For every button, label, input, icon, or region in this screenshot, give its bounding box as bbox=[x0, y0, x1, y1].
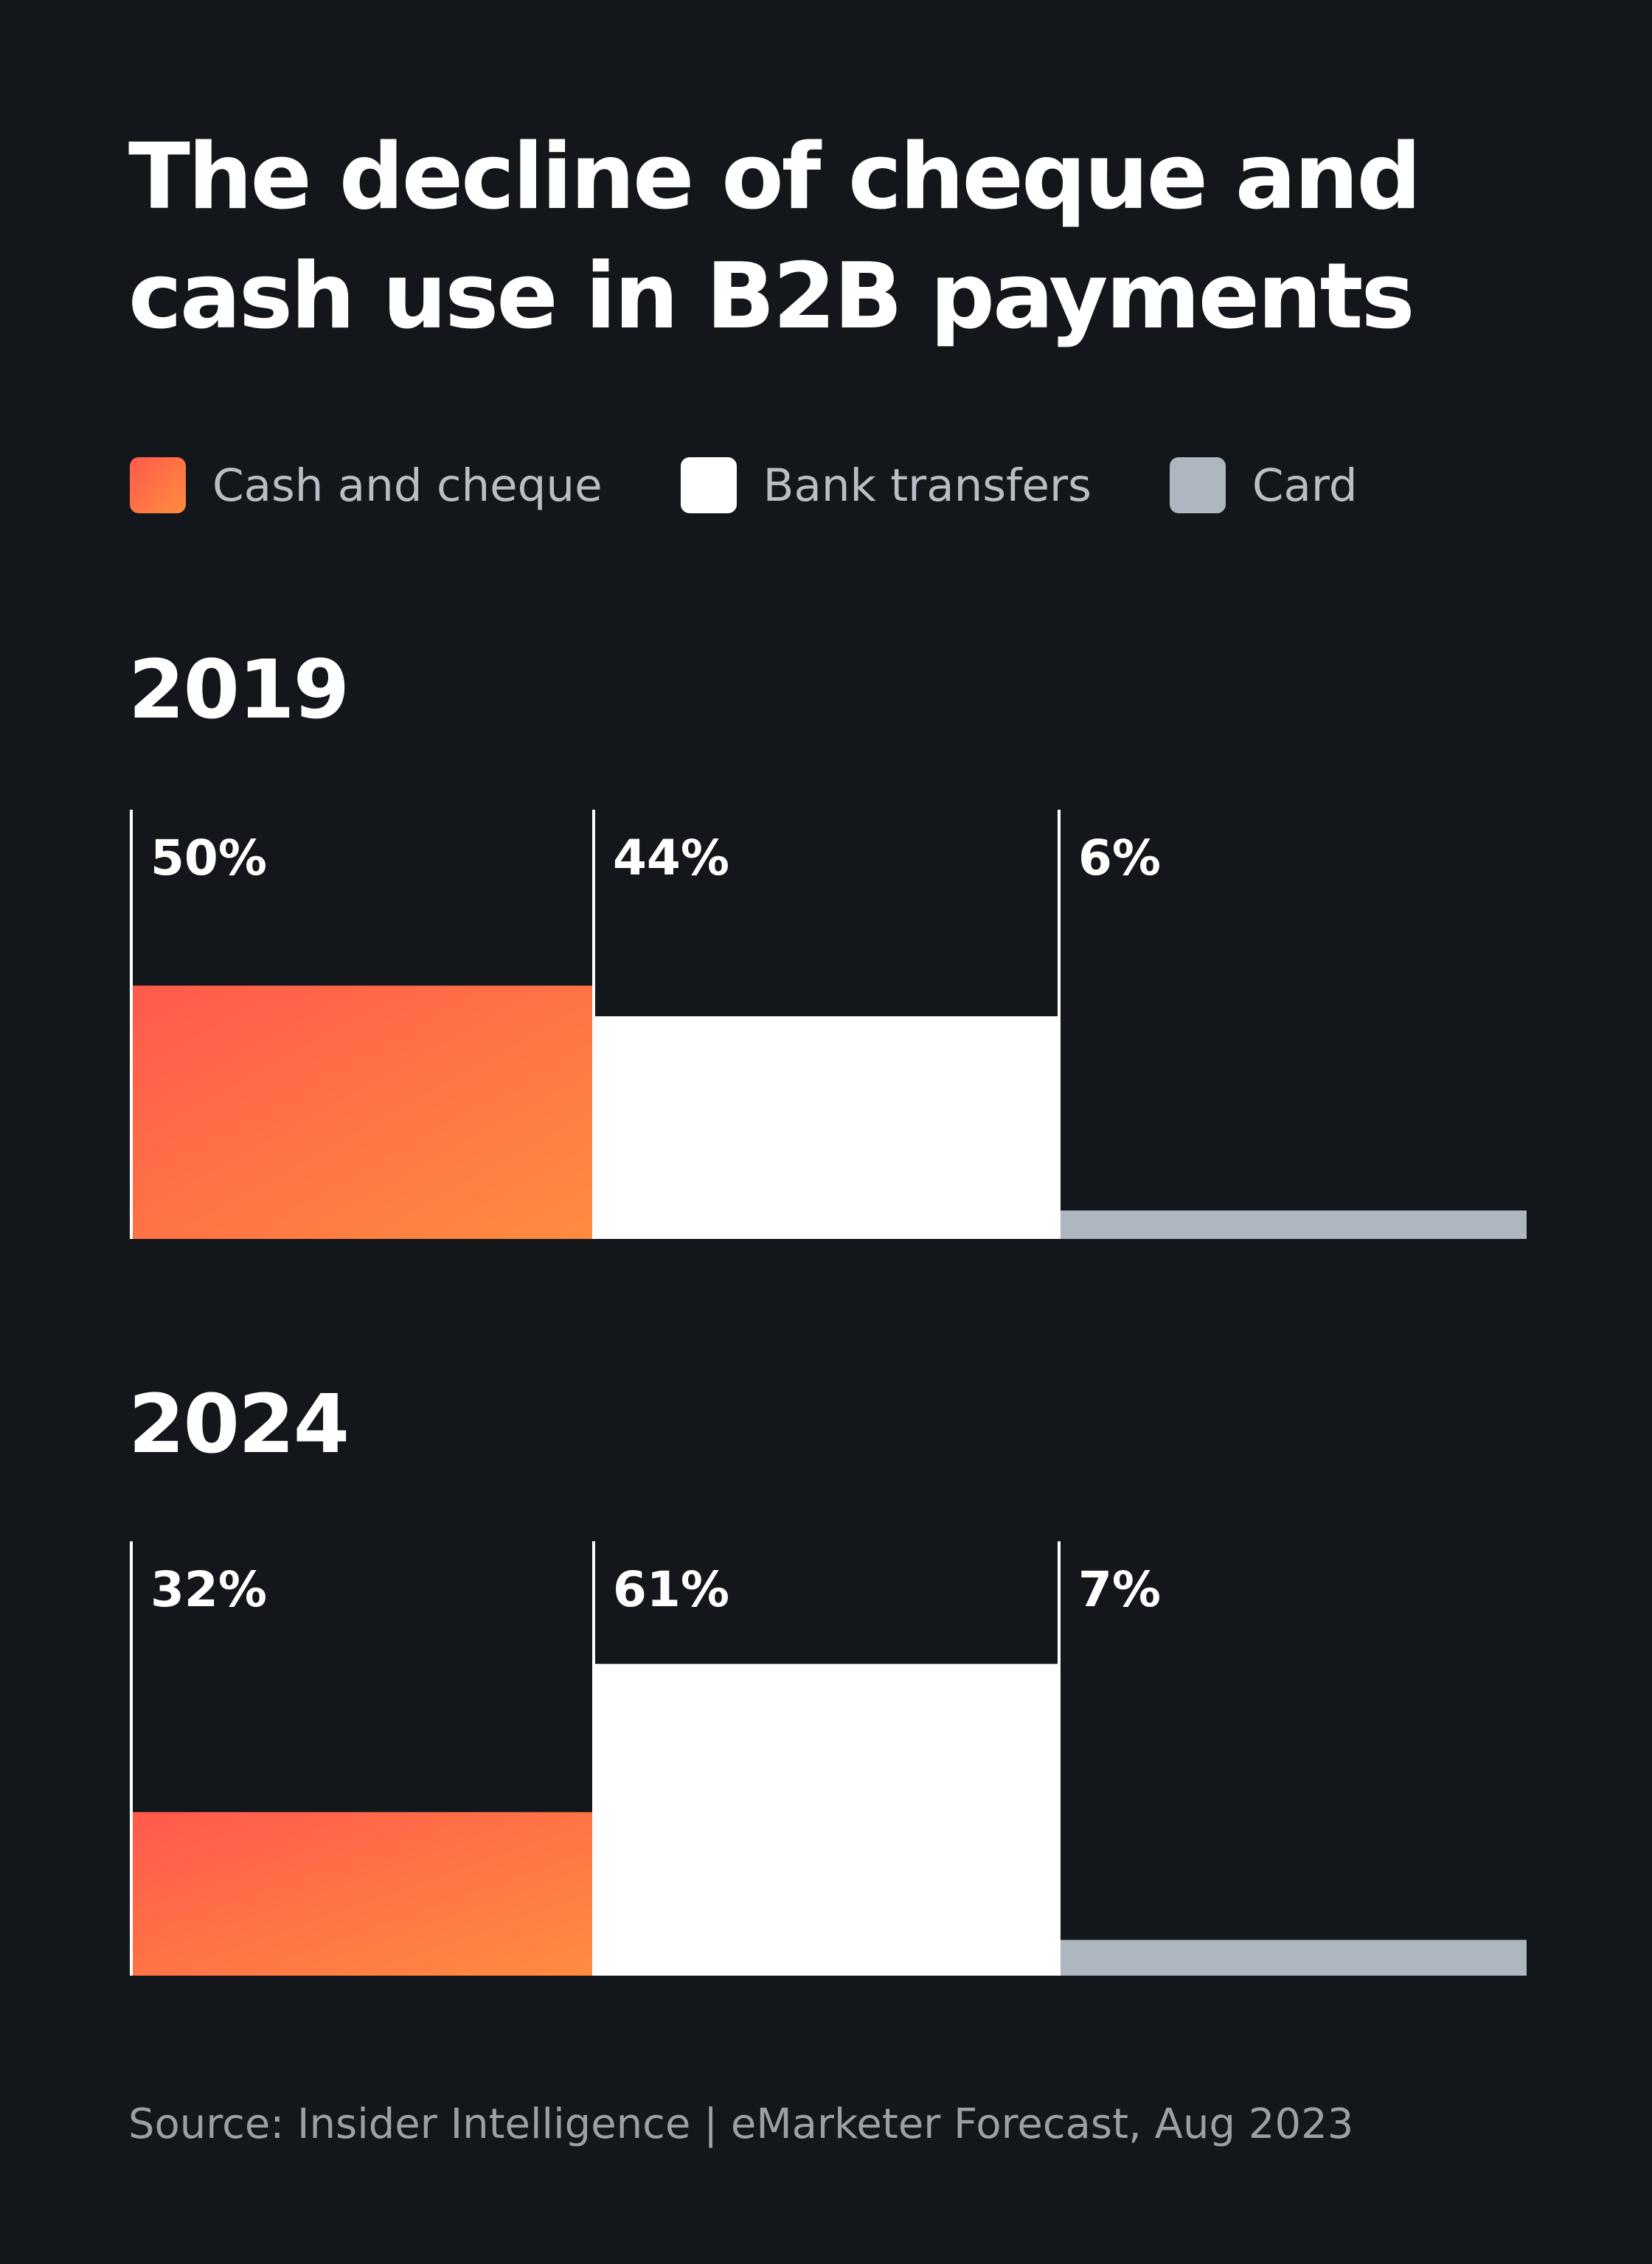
chart-title: The decline of cheque and cash use in B2… bbox=[128, 118, 1530, 357]
legend-item-card: Card bbox=[1169, 457, 1358, 513]
column-divider-line bbox=[130, 1541, 133, 1976]
data-label-2024-card: 7% bbox=[1078, 1561, 1161, 1618]
data-label-2024-cash-and-cheque: 32% bbox=[150, 1561, 267, 1618]
data-label-2019-card: 6% bbox=[1078, 830, 1161, 886]
bar-2024-bank-transfers bbox=[592, 1664, 1058, 1976]
bar-2024-card bbox=[1058, 1940, 1527, 1976]
bar-2019-bank-transfers bbox=[592, 1016, 1058, 1239]
bar-2019-cash-and-cheque bbox=[130, 985, 592, 1239]
chart-2019-title: 2019 bbox=[128, 642, 350, 737]
legend-swatch-bank-transfers bbox=[680, 457, 737, 513]
chart-2024: 32% 61% 7% bbox=[130, 1541, 1527, 1976]
column-divider-line bbox=[1058, 810, 1061, 1239]
chart-title-line-1: The decline of cheque and bbox=[128, 125, 1421, 230]
column-divider-line bbox=[592, 810, 595, 1239]
chart-2024-title: 2024 bbox=[128, 1377, 350, 1471]
legend-item-cash-and-cheque: Cash and cheque bbox=[130, 457, 603, 513]
legend-swatch-cash-and-cheque bbox=[130, 457, 186, 513]
column-divider-line bbox=[592, 1541, 595, 1976]
bar-2019-card bbox=[1058, 1210, 1527, 1239]
column-divider-line bbox=[130, 810, 133, 1239]
chart-2019: 50% 44% 6% bbox=[130, 810, 1527, 1239]
legend-item-bank-transfers: Bank transfers bbox=[680, 457, 1092, 513]
legend-swatch-card bbox=[1169, 457, 1226, 513]
source-note: Source: Insider Intelligence | eMarketer… bbox=[128, 2100, 1354, 2148]
data-label-2024-bank-transfers: 61% bbox=[613, 1561, 729, 1618]
bar-2024-cash-and-cheque bbox=[130, 1812, 592, 1976]
data-label-2019-cash-and-cheque: 50% bbox=[150, 830, 267, 886]
legend-label: Cash and cheque bbox=[212, 459, 603, 512]
legend-label: Bank transfers bbox=[763, 459, 1092, 512]
legend: Cash and cheque Bank transfers Card bbox=[130, 457, 1436, 513]
data-label-2019-bank-transfers: 44% bbox=[613, 830, 729, 886]
legend-label: Card bbox=[1252, 459, 1358, 512]
chart-title-line-2: cash use in B2B payments bbox=[128, 244, 1415, 350]
column-divider-line bbox=[1058, 1541, 1061, 1976]
